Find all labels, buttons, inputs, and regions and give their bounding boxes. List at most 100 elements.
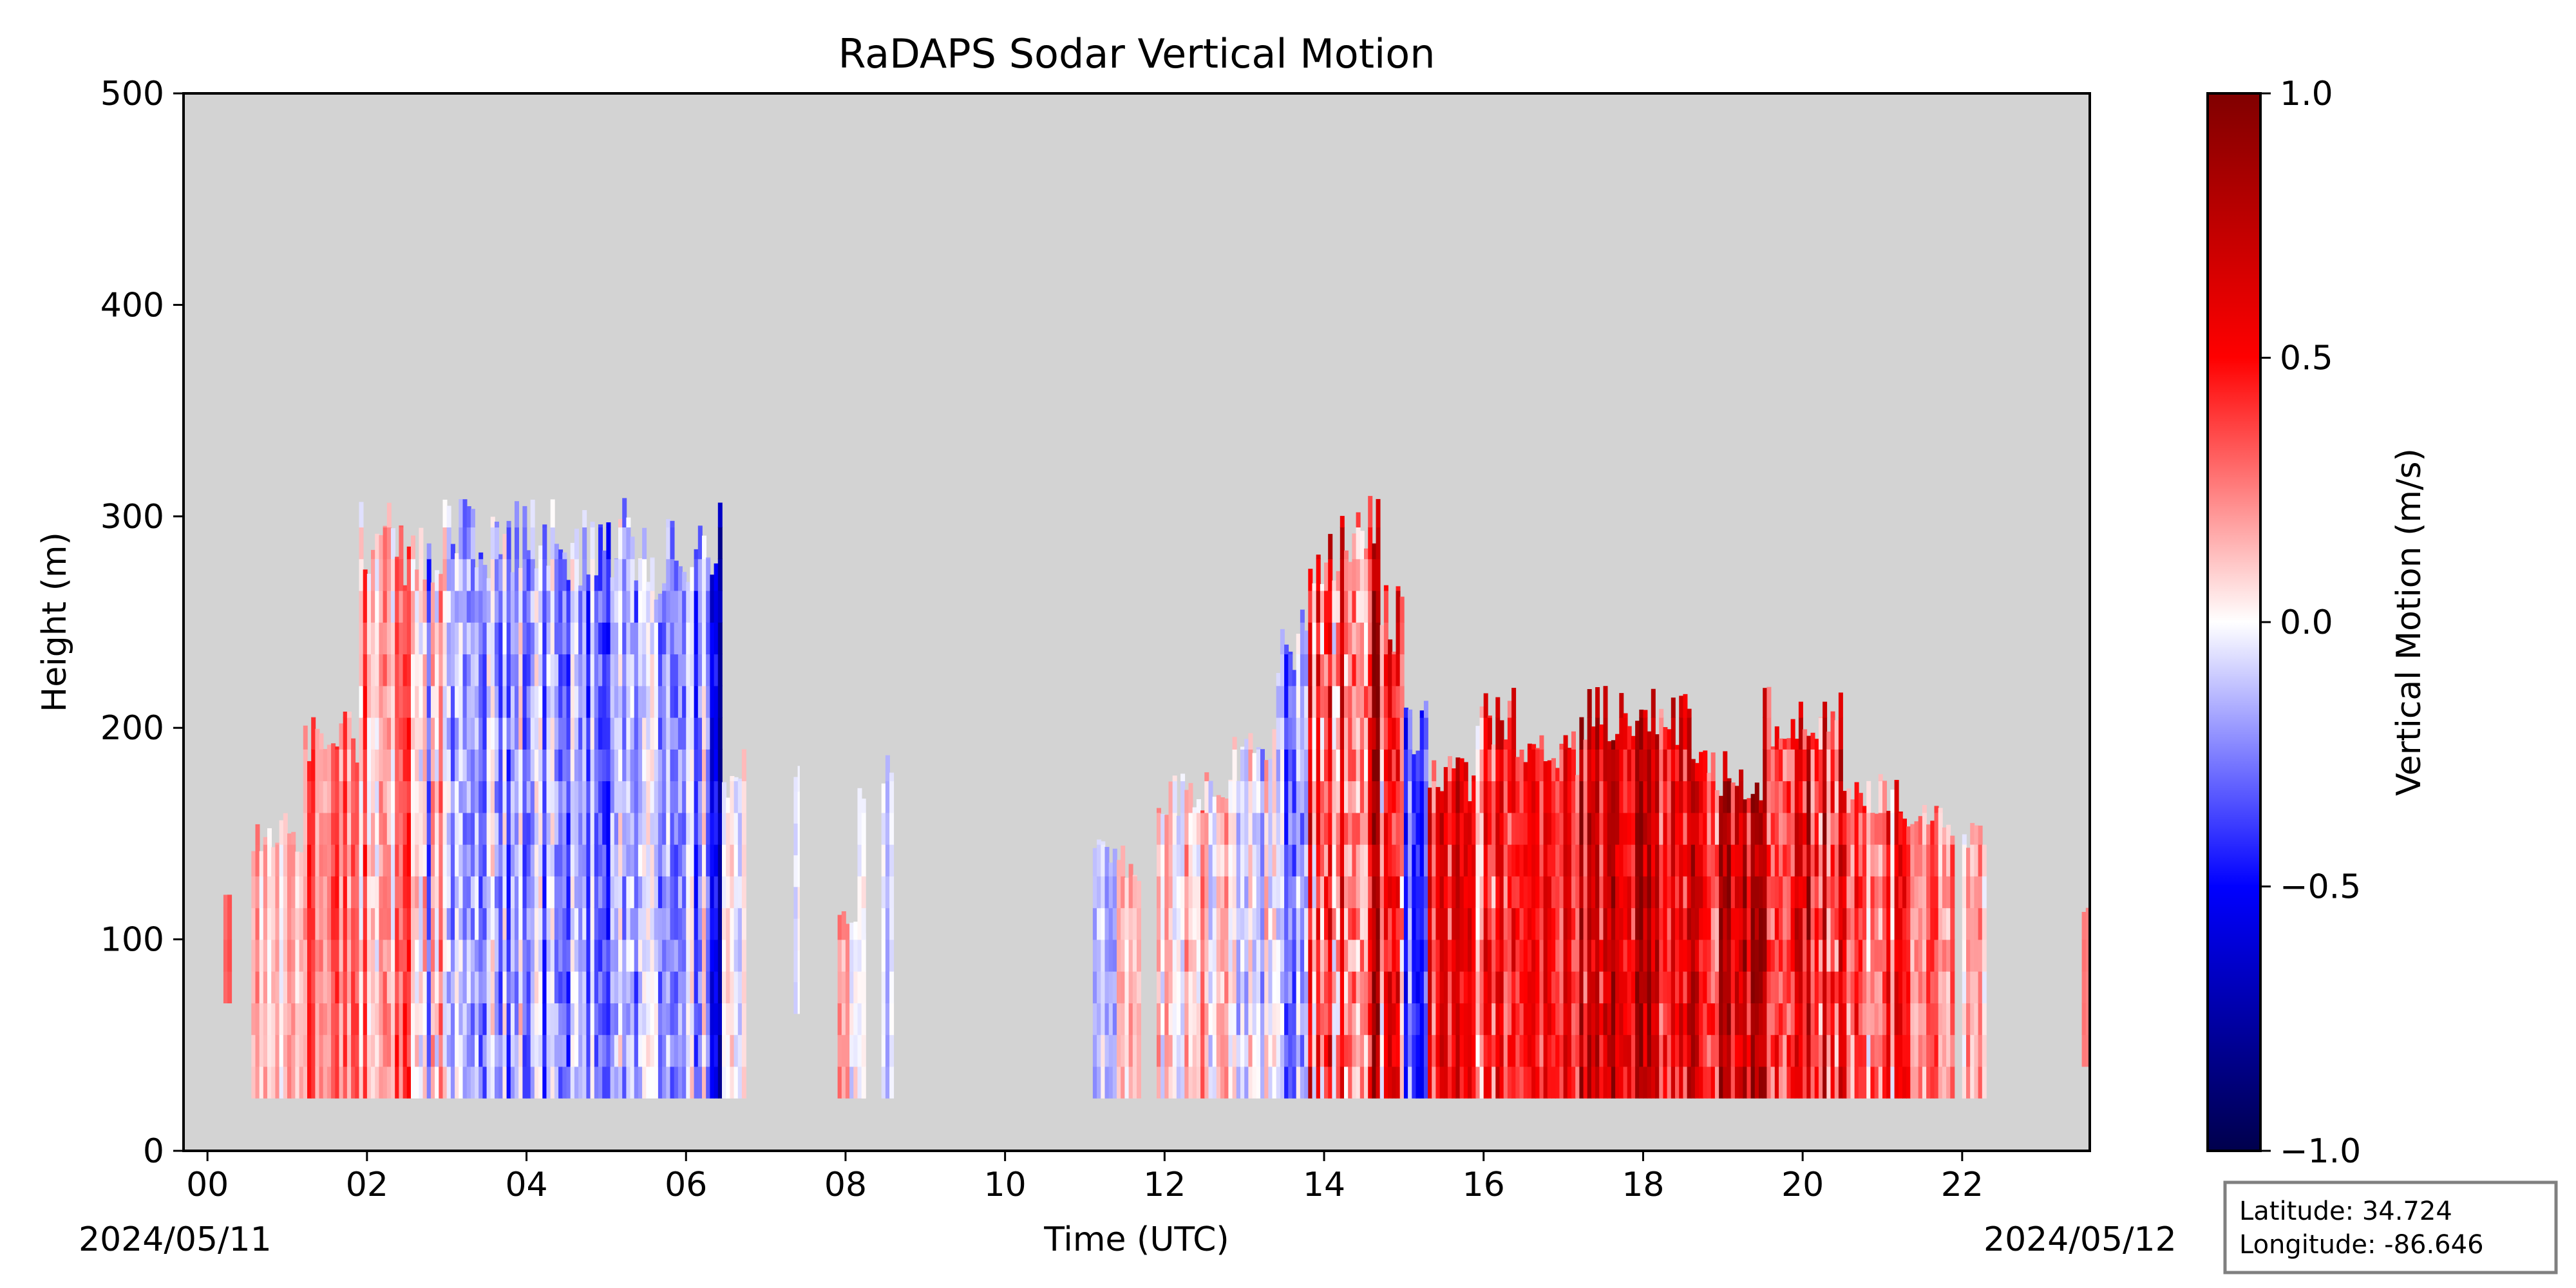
heatmap-cell: [259, 1066, 264, 1099]
heatmap-cell: [1399, 844, 1405, 876]
heatmap-cell: [1639, 844, 1644, 876]
heatmap-cell: [694, 654, 699, 687]
heatmap-cell: [1583, 1003, 1588, 1036]
heatmap-cell: [375, 812, 380, 845]
heatmap-cell: [1499, 971, 1504, 1003]
heatmap-cell: [881, 939, 886, 972]
heatmap-cell: [1779, 738, 1783, 750]
heatmap-cell: [1495, 971, 1501, 1003]
heatmap-cell: [1483, 1034, 1488, 1067]
heatmap-cell: [359, 558, 364, 591]
heatmap-cell: [478, 876, 484, 909]
heatmap-cell: [1507, 844, 1512, 876]
heatmap-cell: [1599, 781, 1604, 813]
heatmap-cell: [677, 876, 683, 909]
heatmap-cell: [1723, 812, 1728, 845]
heatmap-cell: [351, 749, 356, 782]
heatmap-cell: [1416, 939, 1421, 972]
heatmap-cell: [279, 1066, 284, 1099]
heatmap-cell: [395, 590, 400, 623]
heatmap-cell: [1539, 749, 1544, 782]
heatmap-cell: [359, 685, 364, 718]
heatmap-cell: [1694, 1034, 1700, 1067]
heatmap-cell: [594, 812, 599, 845]
heatmap-cell: [1252, 1003, 1257, 1036]
heatmap-cell: [1727, 907, 1732, 940]
heatmap-cell: [1739, 1034, 1744, 1067]
heatmap-cell: [315, 749, 320, 782]
heatmap-cell: [841, 971, 846, 1003]
heatmap-cell: [1472, 971, 1477, 1003]
heatmap-cell: [1164, 1003, 1170, 1036]
heatmap-cell: [697, 1034, 703, 1067]
heatmap-cell: [291, 1066, 296, 1099]
heatmap-cell: [1348, 939, 1353, 972]
heatmap-cell: [1531, 939, 1537, 972]
heatmap-cell: [1432, 760, 1437, 782]
heatmap-cell: [677, 1066, 683, 1099]
heatmap-cell: [606, 939, 611, 972]
heatmap-cell: [1296, 1066, 1301, 1099]
heatmap-cell: [1694, 1066, 1700, 1099]
heatmap-cell: [1364, 558, 1368, 591]
heatmap-cell: [1583, 749, 1588, 782]
heatmap-cell: [386, 685, 392, 718]
heatmap-cell: [702, 1034, 706, 1067]
heatmap-cell: [307, 939, 312, 972]
heatmap-cell: [737, 971, 743, 1003]
heatmap-cell: [1511, 749, 1517, 782]
heatmap-cell: [602, 1066, 607, 1099]
heatmap-cell: [602, 971, 607, 1003]
heatmap-cell: [1823, 844, 1828, 876]
heatmap-cell: [618, 781, 623, 813]
heatmap-cell: [558, 685, 564, 718]
heatmap-cell: [419, 1066, 424, 1099]
heatmap-cell: [630, 717, 635, 750]
heatmap-cell: [730, 812, 735, 845]
heatmap-cell: [598, 527, 603, 560]
heatmap-cell: [486, 578, 491, 591]
heatmap-cell: [470, 876, 475, 909]
heatmap-cell: [459, 499, 464, 528]
heatmap-cell: [1252, 844, 1257, 876]
heatmap-cell: [363, 971, 368, 1003]
heatmap-cell: [303, 749, 308, 782]
heatmap-cell: [1439, 1066, 1444, 1099]
heatmap-cell: [634, 876, 639, 909]
heatmap-cell: [1117, 907, 1121, 940]
heatmap-cell: [1754, 1066, 1759, 1099]
x-axis: 00 02 04 06 08 10 12 14 16 18 20 22: [186, 1151, 1984, 1204]
heatmap-cell: [1252, 907, 1257, 940]
heatmap-segment: [303, 712, 360, 1099]
heatmap-cell: [797, 766, 800, 792]
heatmap-cell: [710, 590, 715, 623]
heatmap-cell: [399, 907, 404, 940]
heatmap-cell: [646, 717, 651, 750]
heatmap-cell: [478, 622, 484, 655]
heatmap-cell: [1659, 812, 1664, 845]
heatmap-cell: [857, 907, 862, 940]
heatmap-cell: [1272, 781, 1277, 813]
heatmap-cell: [1523, 907, 1528, 940]
heatmap-cell: [1559, 1003, 1564, 1036]
heatmap-cell: [726, 971, 731, 1003]
heatmap-cell: [1575, 876, 1580, 909]
heatmap-cell: [1403, 812, 1408, 845]
heatmap-cell: [478, 552, 484, 560]
heatmap-cell: [1168, 844, 1173, 876]
heatmap-cell: [630, 1034, 635, 1067]
heatmap-cell: [402, 1034, 408, 1067]
heatmap-cell: [359, 1034, 364, 1067]
heatmap-cell: [650, 876, 655, 909]
heatmap-cell: [650, 685, 655, 718]
heatmap-cell: [1810, 1003, 1815, 1036]
heatmap-cell: [402, 717, 408, 750]
heatmap-cell: [383, 971, 388, 1003]
heatmap-cell: [1368, 907, 1373, 940]
heatmap-cell: [1408, 1003, 1413, 1036]
heatmap-cell: [1376, 654, 1381, 687]
heatmap-cell: [1567, 748, 1572, 750]
heatmap-cell: [1838, 939, 1843, 972]
heatmap-cell: [1950, 835, 1955, 845]
heatmap-cell: [1703, 876, 1708, 909]
